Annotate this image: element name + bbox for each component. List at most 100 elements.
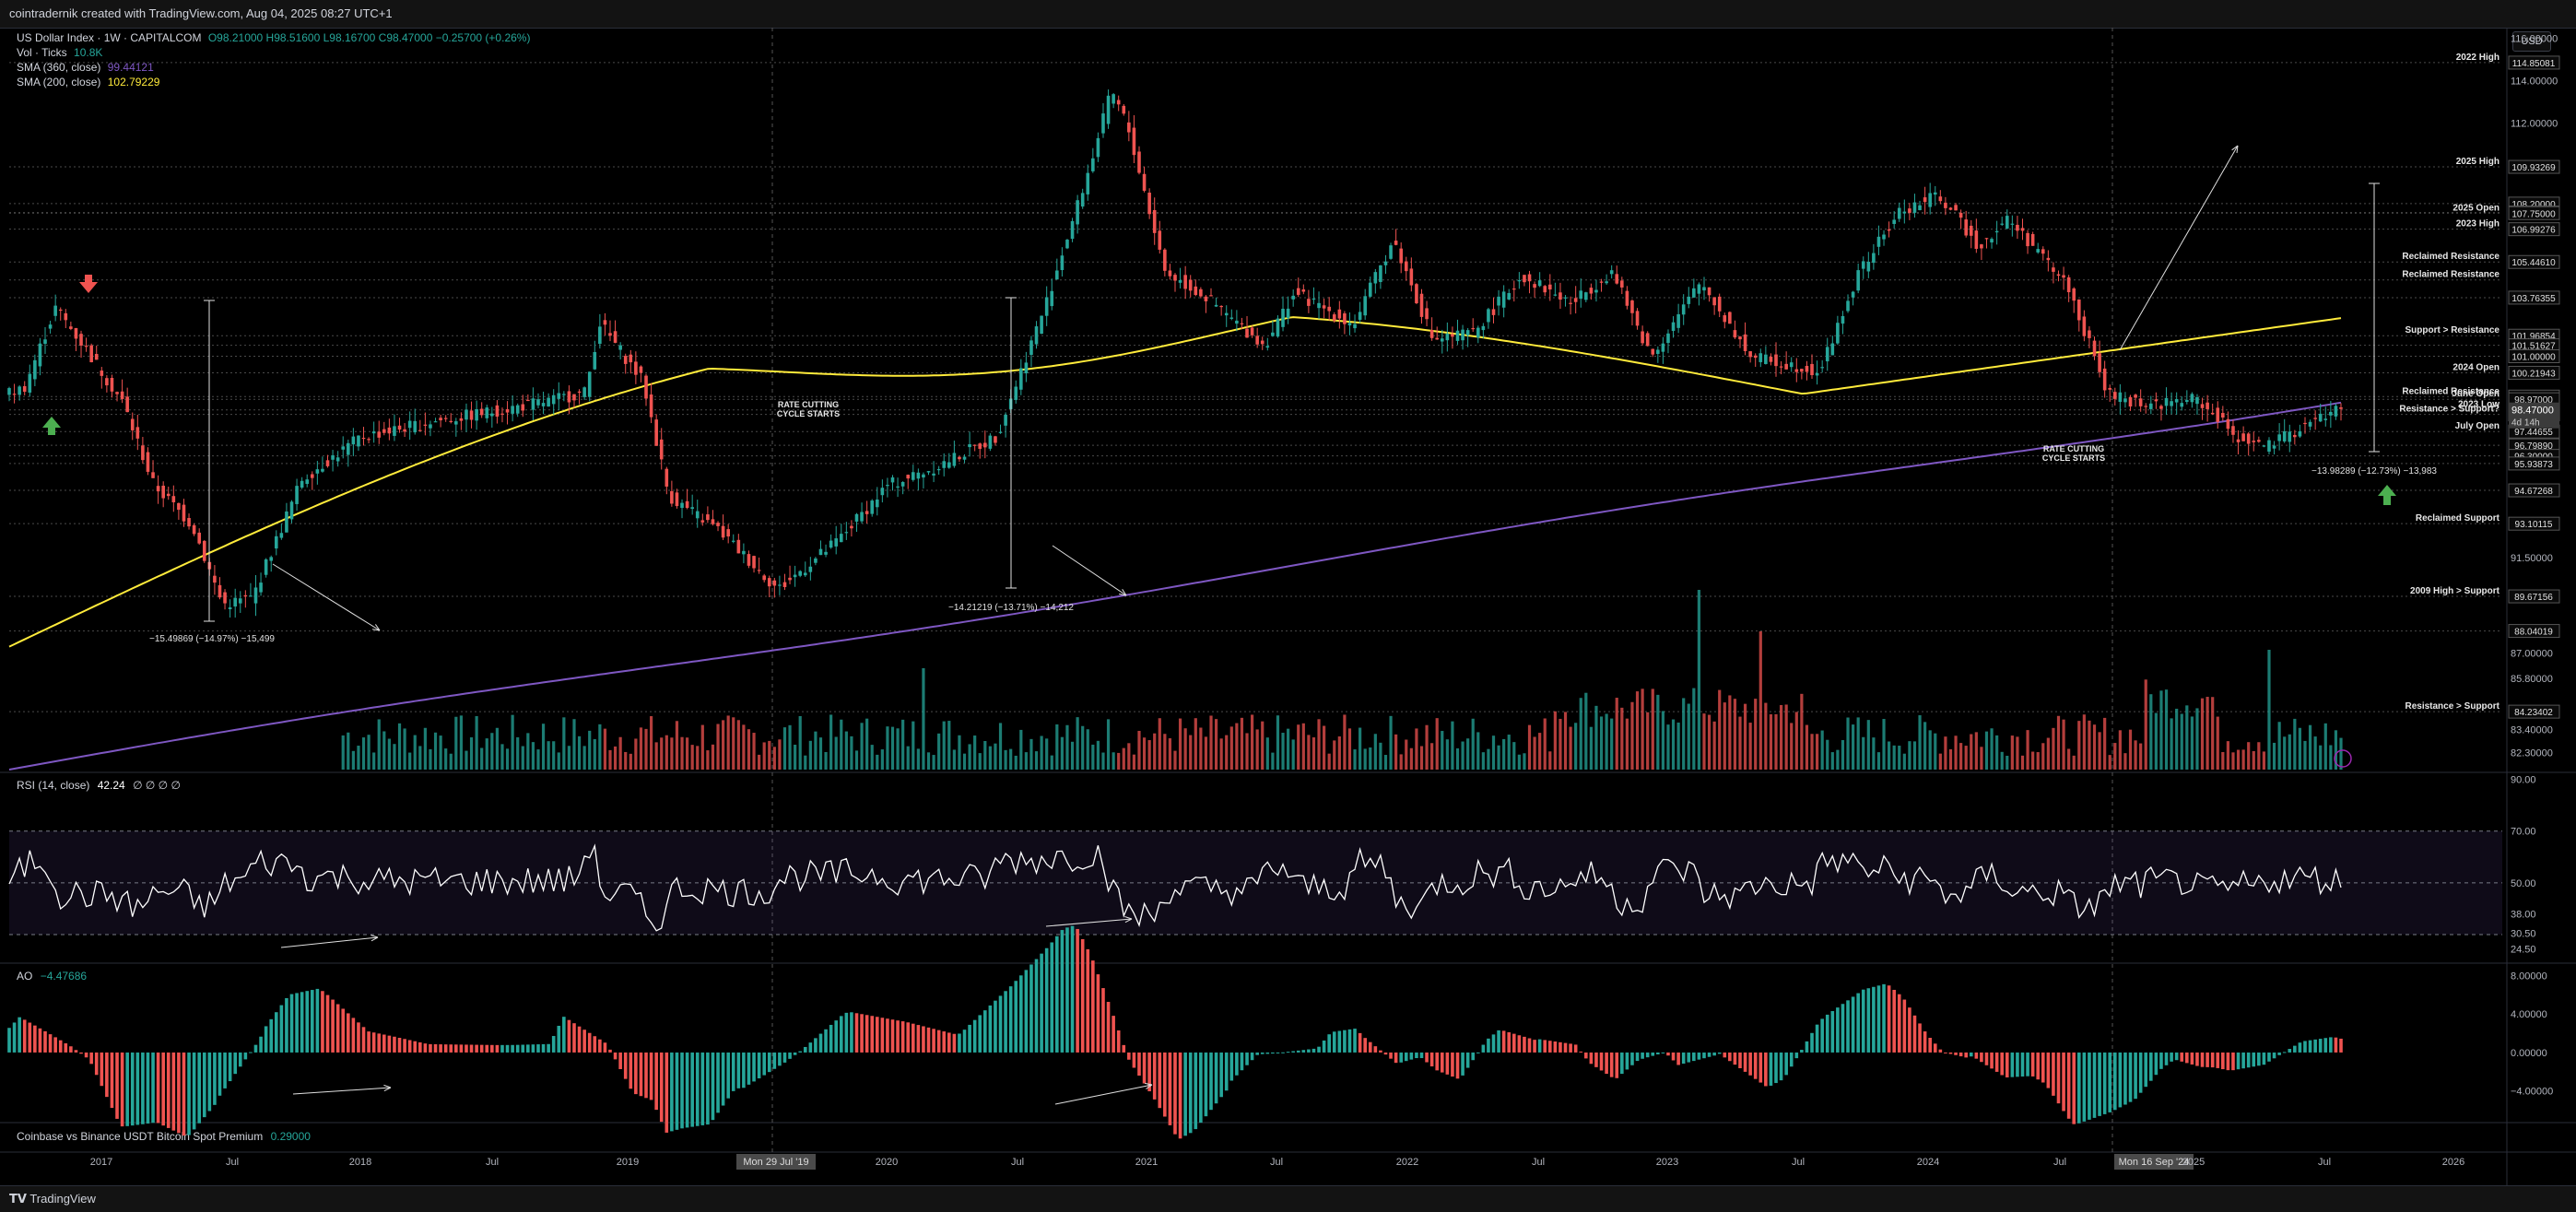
- premium-legend[interactable]: Coinbase vs Binance USDT Bitcoin Spot Pr…: [17, 1130, 311, 1143]
- candle-body: [793, 574, 797, 578]
- volume-bar: [480, 747, 484, 770]
- ao-bar: [623, 1052, 628, 1079]
- candle-body: [105, 378, 109, 386]
- volume-bar: [357, 746, 360, 770]
- currency-button[interactable]: USD: [2512, 31, 2551, 52]
- price-level-label: Support > Resistance: [2405, 325, 2500, 335]
- price-axis-tick: 91.50000: [2511, 553, 2553, 564]
- candle-body: [2241, 433, 2245, 441]
- ao-bar: [854, 1013, 859, 1053]
- candle-body: [886, 485, 889, 487]
- ao-bar: [2056, 1052, 2061, 1104]
- volume-bar: [1826, 739, 1829, 770]
- volume-bar: [690, 745, 694, 770]
- ao-bar: [259, 1036, 263, 1053]
- ao-bar: [89, 1052, 93, 1065]
- ao-bar: [1307, 1049, 1311, 1053]
- candle-body: [1147, 193, 1151, 215]
- candle-body: [1409, 268, 1414, 286]
- candle-body: [1317, 302, 1321, 309]
- candle-body: [1630, 300, 1634, 313]
- volume-bar: [1189, 735, 1193, 770]
- ao-bar: [1517, 1035, 1522, 1053]
- ao-bar: [1523, 1036, 1526, 1053]
- volume-bar: [1389, 715, 1393, 770]
- sma200-legend[interactable]: SMA (200, close) 102.79229: [17, 76, 159, 88]
- candle-body: [2318, 413, 2323, 422]
- price-level-tag-text: 95.93873: [2514, 460, 2553, 470]
- ao-bar: [634, 1052, 638, 1095]
- ao-bar: [1774, 1052, 1778, 1084]
- volume-bar: [1112, 752, 1115, 770]
- price-level-tag: [2508, 449, 2560, 464]
- ao-bar: [2046, 1052, 2051, 1088]
- ao-bar: [1086, 948, 1090, 1053]
- ao-bar: [1142, 1052, 1147, 1084]
- volume-bar: [2010, 735, 2014, 770]
- ao-bar: [1044, 947, 1049, 1053]
- volume-bar: [2313, 736, 2317, 770]
- volume-bar: [347, 732, 350, 770]
- ao-axis-tick: −4.00000: [2511, 1087, 2553, 1098]
- candle-body: [1692, 288, 1696, 298]
- candle-body: [115, 392, 119, 394]
- ao-bar: [1851, 996, 1855, 1053]
- ao-bar: [361, 1027, 366, 1053]
- ao-bar: [459, 1044, 464, 1053]
- ao-bar: [562, 1017, 566, 1053]
- ao-bar: [511, 1044, 514, 1053]
- ao-bar: [526, 1044, 530, 1053]
- symbol-legend[interactable]: US Dollar Index · 1W · CAPITALCOM O98.21…: [17, 31, 530, 44]
- ao-bar: [1343, 1030, 1347, 1053]
- price-level-tag: [2508, 222, 2560, 237]
- candle-body: [207, 561, 212, 570]
- candle-body: [2205, 402, 2209, 409]
- ao-bar: [443, 1044, 448, 1053]
- symbol-title[interactable]: US Dollar Index · 1W · CAPITALCOM: [17, 31, 202, 44]
- candle-body: [521, 404, 525, 411]
- ao-bar: [1605, 1052, 1608, 1075]
- volume-bar: [1204, 736, 1208, 770]
- candle-body: [1882, 234, 1886, 240]
- volume-bar: [2180, 713, 2183, 770]
- candle-body: [1291, 295, 1295, 300]
- ao-legend[interactable]: AO −4.47686: [17, 970, 87, 983]
- candle-body: [1199, 288, 1203, 297]
- candle-body: [1810, 363, 1814, 376]
- ao-bar: [2210, 1052, 2215, 1068]
- candle-body: [1322, 305, 1326, 309]
- rsi-legend[interactable]: RSI (14, close) 42.24 ∅ ∅ ∅ ∅: [17, 779, 181, 792]
- ao-bar: [1451, 1052, 1454, 1077]
- volume-bar: [1101, 752, 1105, 770]
- volume-legend[interactable]: Vol · Ticks 10.8K: [17, 46, 102, 59]
- ao-bar: [335, 1004, 340, 1053]
- candle-body: [141, 445, 145, 461]
- ao-bar: [433, 1043, 438, 1053]
- ao-bar: [958, 1033, 961, 1053]
- volume-bar: [2144, 679, 2147, 770]
- sma360-legend[interactable]: SMA (360, close) 99.44121: [17, 61, 154, 74]
- volume-bar: [2185, 705, 2189, 770]
- current-price-tag: [2509, 402, 2559, 429]
- volume-bar: [2283, 736, 2287, 770]
- ohlc-values: O98.21000 H98.51600 L98.16700 C98.47000 …: [207, 31, 531, 44]
- ao-bar: [156, 1052, 160, 1124]
- ao-bar: [1322, 1040, 1326, 1053]
- volume-bar: [716, 724, 720, 770]
- candle-body: [1019, 368, 1023, 390]
- volume-bar: [639, 727, 643, 770]
- ao-bar: [377, 1033, 382, 1053]
- volume-bar: [1882, 719, 1886, 770]
- volume-bar: [654, 742, 658, 770]
- ao-bar: [1065, 927, 1069, 1053]
- candle-body: [1209, 295, 1213, 297]
- ao-bar: [1204, 1052, 1208, 1117]
- ao-bar: [58, 1040, 63, 1053]
- ao-bar: [192, 1052, 196, 1130]
- volume-bar: [1019, 729, 1023, 770]
- ao-bar: [515, 1044, 520, 1053]
- candle-body: [850, 525, 853, 529]
- ao-axis-tick: 0.00000: [2511, 1048, 2547, 1059]
- ao-bar: [253, 1044, 258, 1053]
